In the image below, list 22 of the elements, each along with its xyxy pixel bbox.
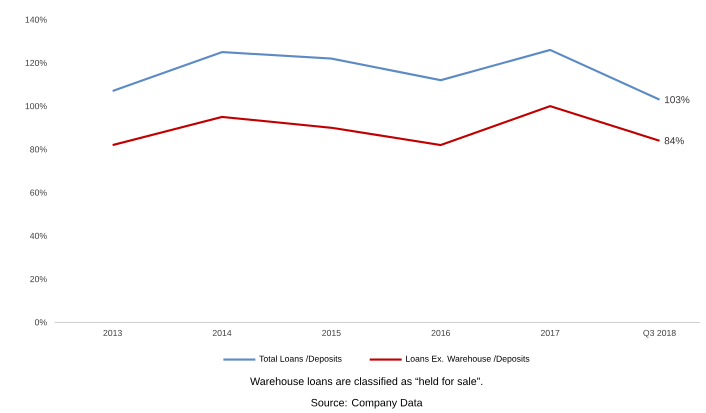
y-tick-label: 20% bbox=[30, 276, 47, 282]
y-tick-label: 100% bbox=[26, 103, 47, 110]
x-tick-label: 2013 bbox=[103, 330, 122, 336]
source-note: Source: Company Data bbox=[311, 398, 423, 409]
data-label: 103% bbox=[664, 96, 690, 104]
line-series bbox=[112, 48, 661, 101]
x-tick-label: 2015 bbox=[322, 330, 341, 336]
legend-label: Loans Ex. Warehouse /Deposits bbox=[406, 355, 530, 364]
y-tick-label: 120% bbox=[26, 60, 47, 66]
y-tick-label: 80% bbox=[30, 146, 47, 152]
y-tick-label: 0% bbox=[34, 319, 47, 326]
text: Warehouse loans are classified as “held for sale”. bbox=[250, 377, 482, 386]
x-tick-label: 2017 bbox=[540, 330, 560, 336]
x-tick-label: Q3 2018 bbox=[643, 330, 676, 338]
y-tick-label: 40% bbox=[30, 232, 47, 239]
x-tick-label: 2016 bbox=[432, 330, 450, 336]
legend-label: Total Loans /Deposits bbox=[259, 355, 342, 364]
line-series bbox=[112, 105, 661, 146]
x-tick-label: 2014 bbox=[212, 330, 232, 336]
data-label: 84% bbox=[664, 137, 684, 144]
y-tick-label: 60% bbox=[30, 190, 47, 196]
y-tick-label: 140% bbox=[26, 16, 47, 23]
